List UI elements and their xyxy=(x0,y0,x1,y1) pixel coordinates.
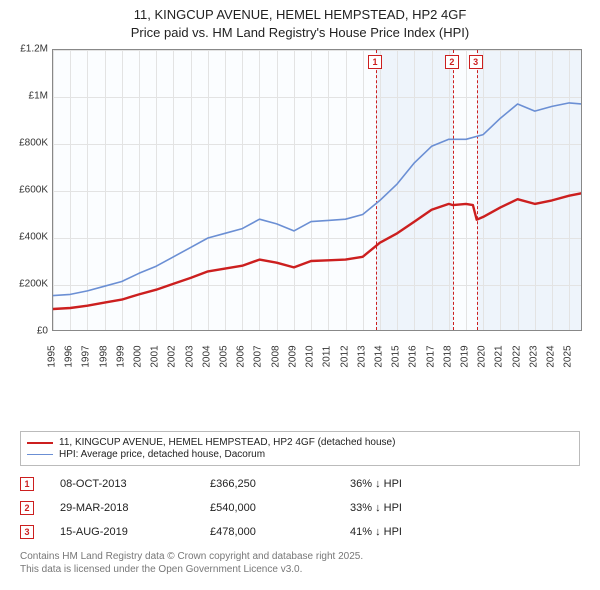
x-tick-label: 2005 xyxy=(219,345,230,367)
sales-row: 2 29-MAR-2018£540,00033% ↓ HPI xyxy=(20,496,580,520)
sale-date: 29-MAR-2018 xyxy=(60,502,210,514)
series-price-paid xyxy=(53,193,581,309)
sale-price: £478,000 xyxy=(210,526,350,538)
x-tick-label: 2006 xyxy=(236,345,247,367)
y-tick-label: £0 xyxy=(10,326,48,337)
x-tick-label: 2019 xyxy=(459,345,470,367)
chart-title-address: 11, KINGCUP AVENUE, HEMEL HEMPSTEAD, HP2… xyxy=(10,6,590,24)
x-tick-label: 2017 xyxy=(425,345,436,367)
root: 11, KINGCUP AVENUE, HEMEL HEMPSTEAD, HP2… xyxy=(0,0,600,590)
sale-delta-vs-hpi: 33% ↓ HPI xyxy=(350,502,490,514)
x-tick-label: 2014 xyxy=(373,345,384,367)
sale-marker-badge: 1 xyxy=(368,55,382,69)
sale-price: £366,250 xyxy=(210,478,350,490)
sales-table: 1 08-OCT-2013£366,25036% ↓ HPI 2 29-MAR-201… xyxy=(20,472,580,544)
sales-row: 3 15-AUG-2019£478,00041% ↓ HPI xyxy=(20,520,580,544)
sale-marker-badge: 3 xyxy=(469,55,483,69)
plot-area xyxy=(52,49,582,331)
x-tick-label: 1999 xyxy=(115,345,126,367)
series-hpi xyxy=(53,103,581,296)
x-tick-label: 1995 xyxy=(47,345,58,367)
x-tick-label: 2000 xyxy=(133,345,144,367)
x-tick-label: 2012 xyxy=(339,345,350,367)
x-tick-label: 2004 xyxy=(201,345,212,367)
x-tick-label: 1996 xyxy=(64,345,75,367)
y-tick-label: £1.2M xyxy=(10,44,48,55)
legend-label: HPI: Average price, detached house, Daco… xyxy=(59,449,265,460)
x-tick-label: 2010 xyxy=(305,345,316,367)
y-tick-label: £200K xyxy=(10,279,48,290)
chart-titles: 11, KINGCUP AVENUE, HEMEL HEMPSTEAD, HP2… xyxy=(10,6,590,41)
y-tick-label: £600K xyxy=(10,185,48,196)
footer-attribution: Contains HM Land Registry data © Crown c… xyxy=(20,550,580,576)
x-tick-label: 2009 xyxy=(287,345,298,367)
x-tick-label: 2024 xyxy=(546,345,557,367)
sale-delta-vs-hpi: 36% ↓ HPI xyxy=(350,478,490,490)
chart-title-subtitle: Price paid vs. HM Land Registry's House … xyxy=(10,24,590,42)
x-tick-label: 2022 xyxy=(511,345,522,367)
sale-date: 08-OCT-2013 xyxy=(60,478,210,490)
x-tick-label: 2018 xyxy=(442,345,453,367)
series-svg xyxy=(53,50,582,331)
x-tick-label: 2025 xyxy=(563,345,574,367)
sale-delta-vs-hpi: 41% ↓ HPI xyxy=(350,526,490,538)
x-tick-label: 1997 xyxy=(81,345,92,367)
y-tick-label: £400K xyxy=(10,232,48,243)
legend-swatch xyxy=(27,442,53,444)
legend-item: 11, KINGCUP AVENUE, HEMEL HEMPSTEAD, HP2… xyxy=(27,437,573,448)
legend-swatch xyxy=(27,454,53,455)
chart: £0 £200K £400K £600K £800K £1M £1.2M 1995 1996 19… xyxy=(10,45,590,385)
sales-row: 1 08-OCT-2013£366,25036% ↓ HPI xyxy=(20,472,580,496)
x-tick-label: 2013 xyxy=(356,345,367,367)
x-tick-label: 2011 xyxy=(322,346,333,368)
sale-price: £540,000 xyxy=(210,502,350,514)
sale-marker-badge: 1 xyxy=(20,477,34,491)
sale-date: 15-AUG-2019 xyxy=(60,526,210,538)
x-tick-label: 2016 xyxy=(408,345,419,367)
x-tick-label: 2007 xyxy=(253,345,264,367)
legend: 11, KINGCUP AVENUE, HEMEL HEMPSTEAD, HP2… xyxy=(20,431,580,466)
sale-marker-badge: 2 xyxy=(20,501,34,515)
x-tick-label: 2008 xyxy=(270,345,281,367)
footer-line-2: This data is licensed under the Open Gov… xyxy=(20,563,580,576)
x-tick-label: 2015 xyxy=(391,345,402,367)
sale-marker-badge: 3 xyxy=(20,525,34,539)
x-tick-label: 2023 xyxy=(528,345,539,367)
footer-line-1: Contains HM Land Registry data © Crown c… xyxy=(20,550,580,563)
x-tick-label: 2001 xyxy=(150,345,161,367)
x-tick-label: 2020 xyxy=(477,345,488,367)
legend-label: 11, KINGCUP AVENUE, HEMEL HEMPSTEAD, HP2… xyxy=(59,437,395,448)
x-tick-label: 2002 xyxy=(167,345,178,367)
x-tick-label: 2003 xyxy=(184,345,195,367)
sale-marker-badge: 2 xyxy=(445,55,459,69)
y-tick-label: £1M xyxy=(10,91,48,102)
x-tick-label: 2021 xyxy=(494,345,505,367)
y-tick-label: £800K xyxy=(10,138,48,149)
x-tick-label: 1998 xyxy=(98,345,109,367)
legend-item: HPI: Average price, detached house, Daco… xyxy=(27,449,573,460)
